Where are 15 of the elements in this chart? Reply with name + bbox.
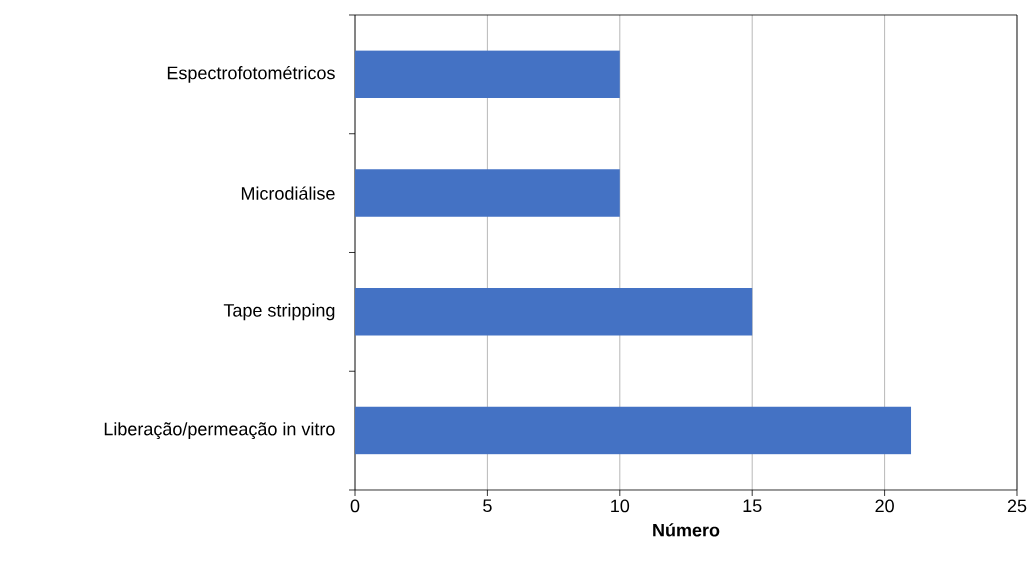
x-tick-label: 0 <box>350 499 360 513</box>
y-tick-label: Microdiálise <box>241 186 335 200</box>
bar <box>355 50 620 99</box>
bar <box>355 169 620 217</box>
x-tick-label: 25 <box>1007 499 1027 513</box>
bar <box>355 406 912 455</box>
y-tick-label: Espectrofotométricos <box>167 65 335 83</box>
x-axis-title: Número <box>653 523 720 537</box>
x-tick-label: 15 <box>743 499 762 513</box>
x-tick-label: 20 <box>875 499 894 513</box>
x-tick-label: 10 <box>611 499 630 513</box>
y-tick-label: Tape stripping <box>223 303 335 321</box>
y-tick-label: Liberação/permeação in vitro <box>104 422 335 440</box>
x-tick-label: 5 <box>483 499 492 513</box>
bar <box>355 288 753 336</box>
